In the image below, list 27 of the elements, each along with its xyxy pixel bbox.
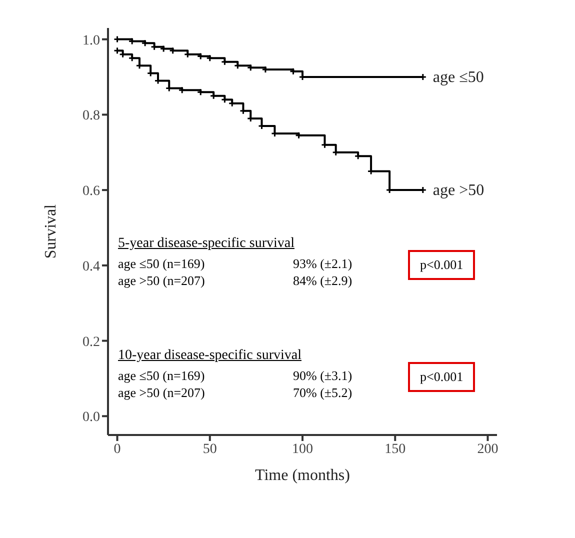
x-tick-label: 100	[292, 442, 313, 457]
x-tick-label: 150	[384, 442, 406, 457]
y-tick-label: 0.2	[82, 334, 100, 350]
annotation: 5-year disease-specific survival	[118, 236, 294, 252]
x-tick-label: 200	[477, 442, 498, 457]
annotation: age >50 (n=207)	[118, 273, 205, 289]
x-tick-label: 0	[114, 442, 121, 457]
series-label: age ≤50	[432, 68, 484, 86]
annotation: age ≤50 (n=169)	[118, 368, 205, 384]
annotation: 93% (±2.1)	[293, 256, 352, 272]
x-axis-title: Time (months)	[255, 467, 350, 484]
y-tick-label: 0.0	[82, 410, 100, 426]
annotation: 10-year disease-specific survival	[118, 348, 302, 364]
annotation: age ≤50 (n=169)	[118, 256, 205, 272]
y-tick-label: 0.8	[82, 108, 100, 124]
annotation: 70% (±5.2)	[293, 385, 352, 401]
annotation: p<0.001	[408, 250, 476, 280]
y-tick-label: 1.0	[82, 33, 100, 48]
series-label: age >50	[432, 182, 484, 200]
y-axis-title: Survival	[42, 204, 60, 259]
y-tick-label: 0.6	[82, 184, 100, 200]
x-tick-label: 50	[202, 442, 217, 457]
annotation: 90% (±3.1)	[293, 368, 352, 384]
annotation: p<0.001	[408, 362, 476, 392]
annotation: 84% (±2.9)	[293, 273, 352, 289]
annotation: age >50 (n=207)	[118, 385, 205, 401]
y-tick-label: 0.4	[82, 259, 100, 274]
